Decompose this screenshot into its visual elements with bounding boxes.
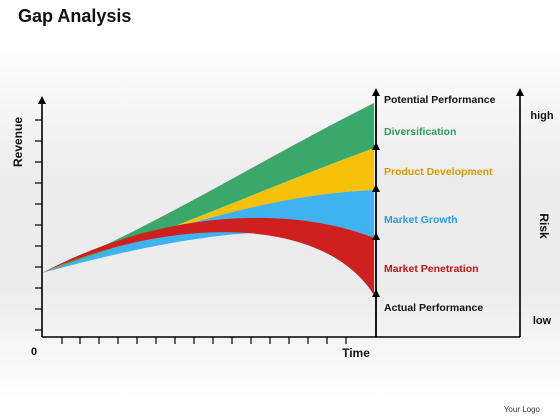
x-axis-ticks: [61, 337, 347, 344]
logo-placeholder: Your Logo: [503, 405, 540, 414]
label-market-growth: Market Growth: [384, 214, 458, 226]
origin-label: 0: [31, 346, 37, 358]
band-product-development: [42, 148, 374, 273]
band-diversification: [42, 103, 374, 273]
risk-low-label: low: [533, 315, 552, 327]
label-diversification: Diversification: [384, 126, 456, 138]
y-axis-ticks: [35, 119, 42, 331]
y-axis-label: Revenue: [11, 117, 25, 167]
label-potential-performance: Potential Performance: [384, 94, 496, 106]
x-axis-label: Time: [342, 346, 370, 360]
page-title: Gap Analysis: [18, 6, 132, 26]
gap-arrow-heads: [372, 142, 380, 297]
risk-label: Risk: [537, 213, 551, 239]
risk-high-label: high: [530, 110, 553, 122]
label-product-development: Product Development: [384, 166, 493, 178]
band-market-penetration: [42, 217, 374, 295]
label-market-penetration: Market Penetration: [384, 263, 479, 275]
label-actual-performance: Actual Performance: [384, 302, 483, 314]
